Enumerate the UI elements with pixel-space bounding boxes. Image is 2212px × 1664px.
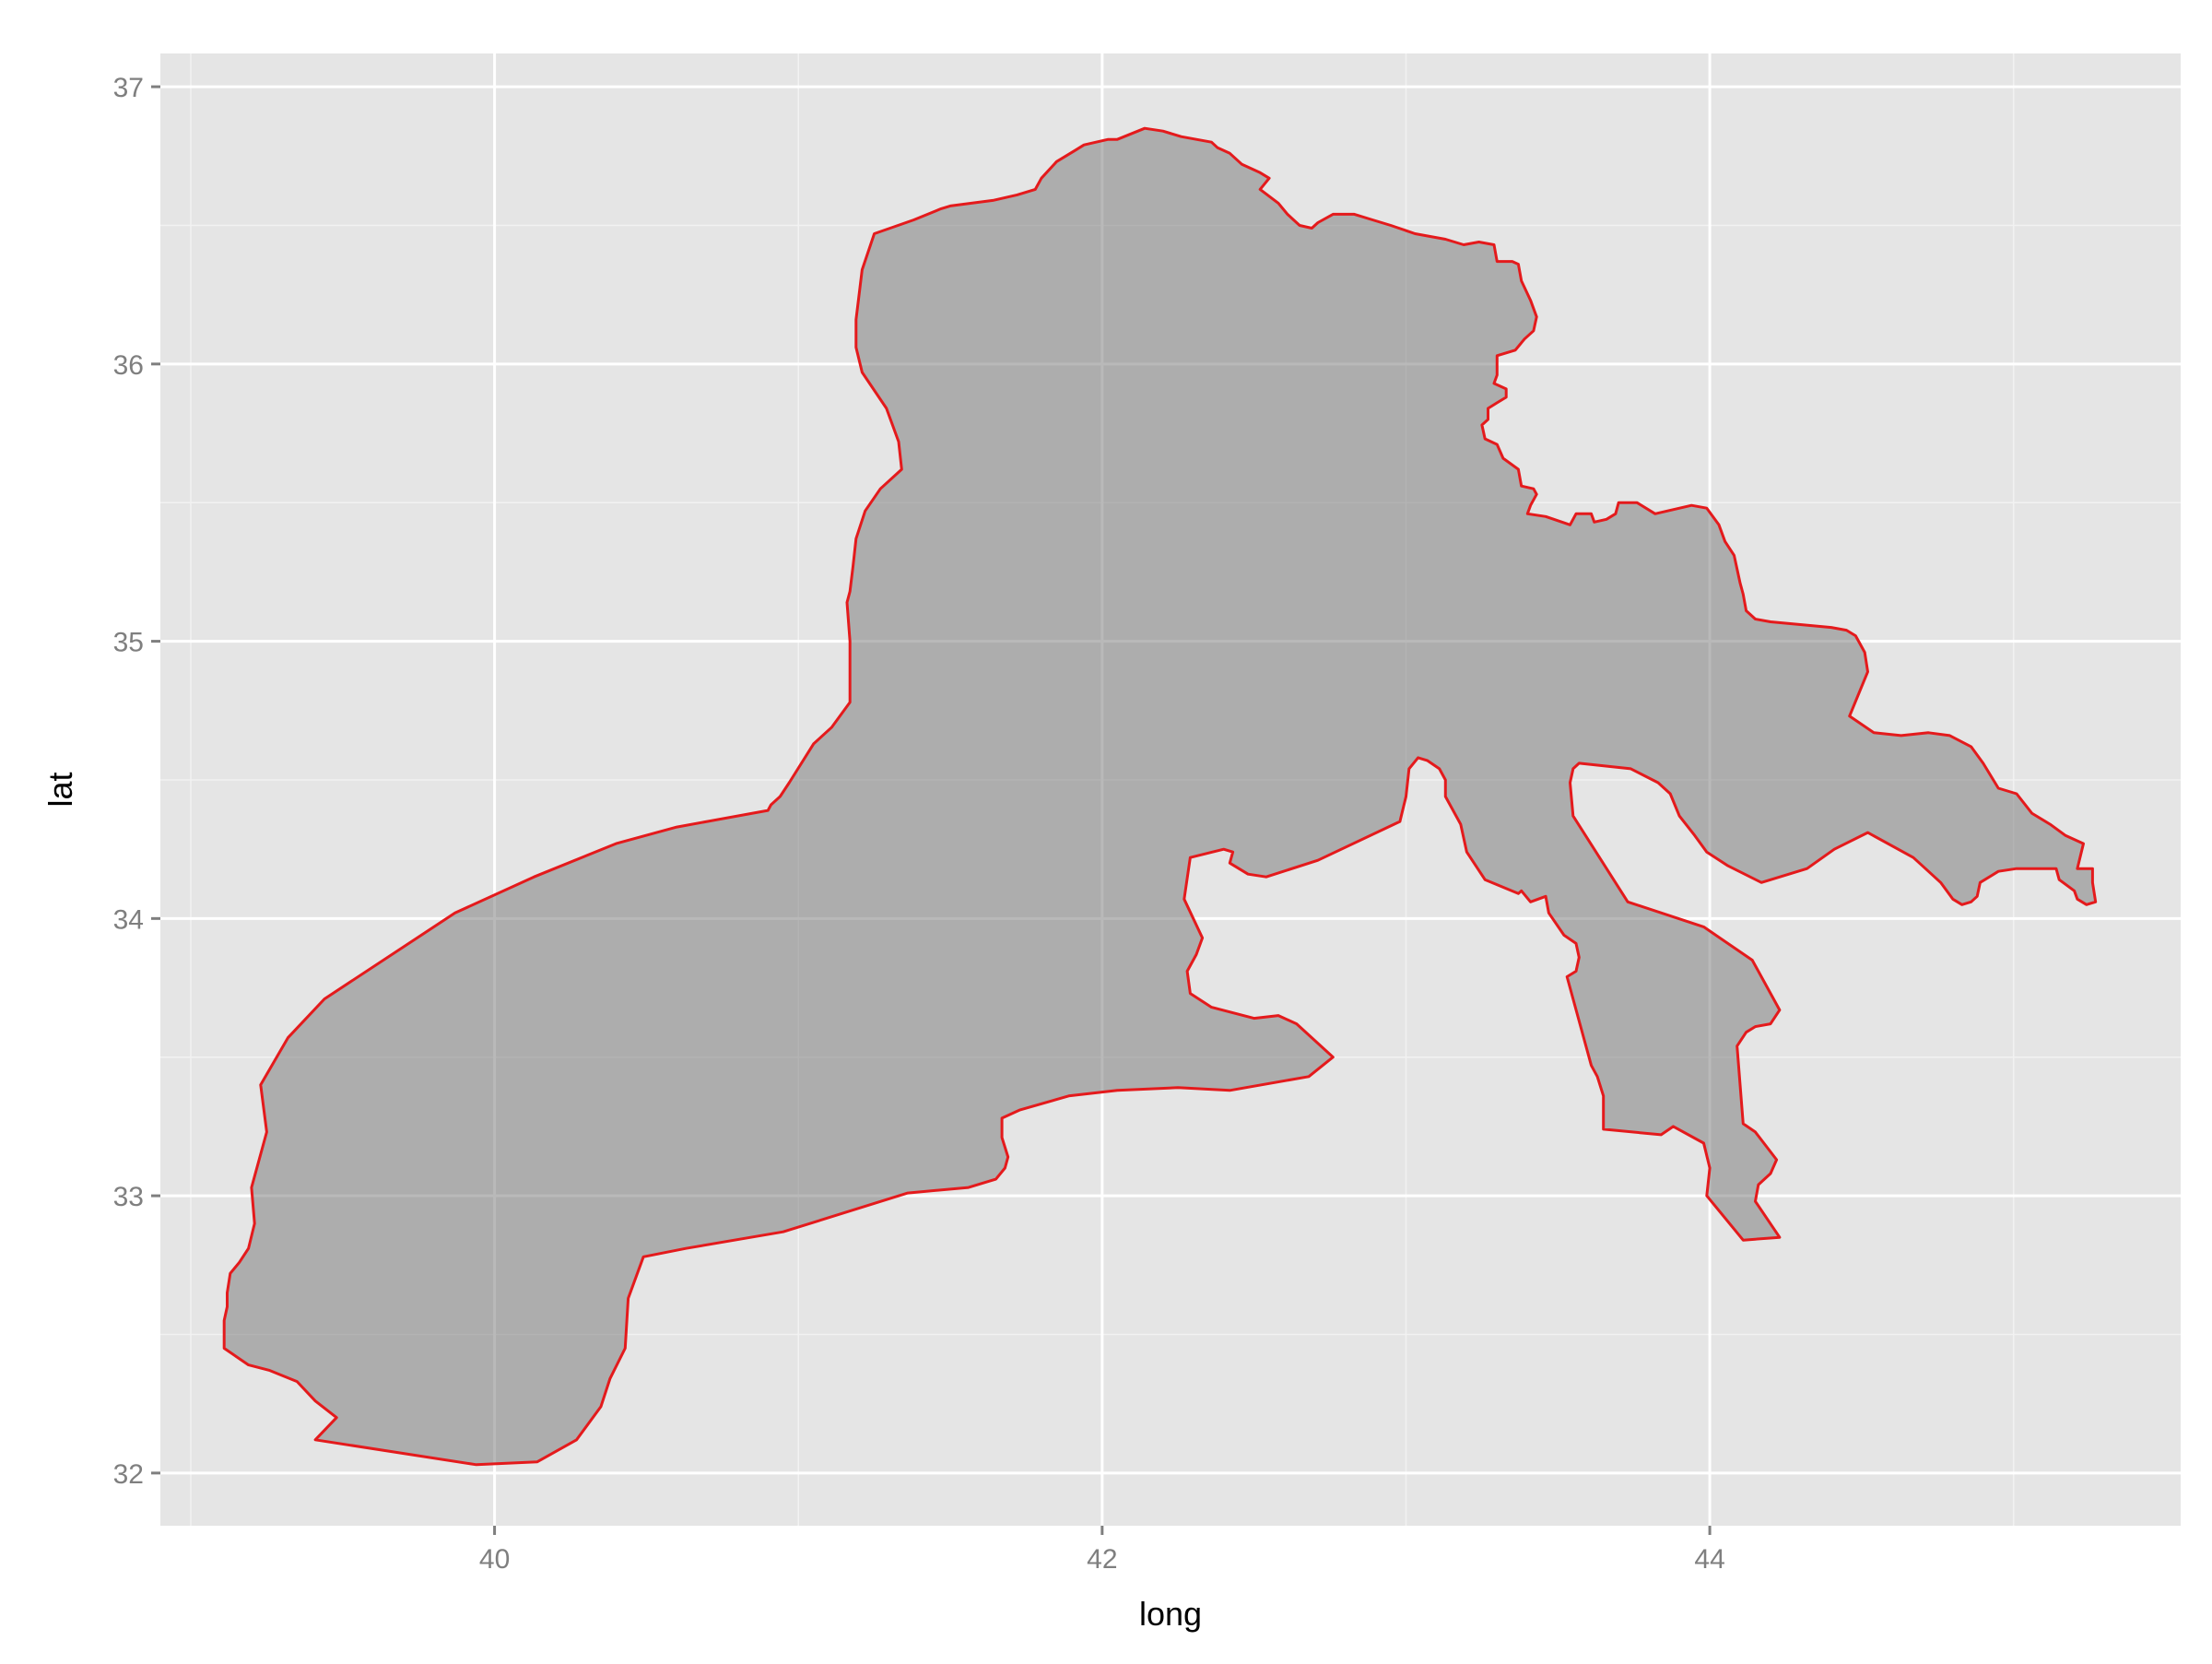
region-polygon	[222, 126, 2098, 1467]
x-axis: 40 42 44	[479, 1526, 1725, 1575]
y-tick-label: 37	[113, 73, 144, 103]
y-tick-label: 36	[113, 350, 144, 381]
x-tick-label: 44	[1694, 1544, 1724, 1575]
y-axis: 32 33 34 35 36 37	[113, 73, 160, 1490]
y-tick-label: 35	[113, 628, 144, 658]
x-tick-label: 42	[1087, 1544, 1117, 1575]
y-tick-label: 32	[113, 1459, 144, 1490]
x-axis-title: long	[1139, 1595, 1202, 1633]
y-tick-label: 34	[113, 904, 144, 935]
y-axis-title: lat	[41, 772, 79, 807]
x-tick-label: 40	[479, 1544, 510, 1575]
y-tick-label: 33	[113, 1182, 144, 1212]
